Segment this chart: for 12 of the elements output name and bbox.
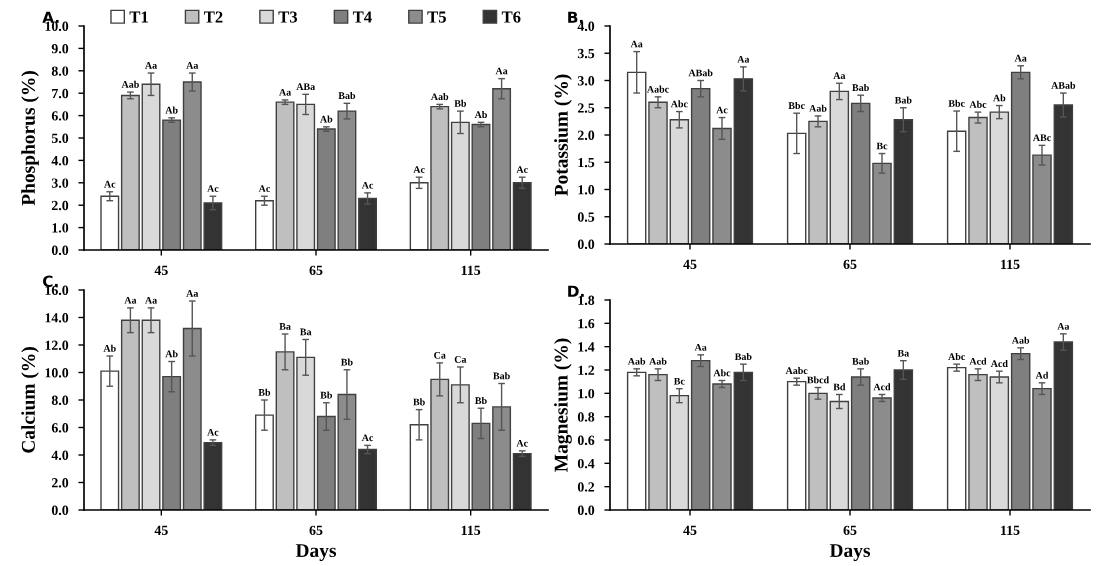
legend-label: T5: [427, 11, 446, 23]
y-axis-title: Phosphorus (%): [21, 71, 39, 206]
x-axis-title: Days: [295, 544, 337, 562]
y-axis-title: Calcium (%): [21, 347, 39, 453]
legend-label: T3: [278, 11, 298, 23]
x-axis-title: Days: [829, 544, 871, 562]
legend-label: T4: [352, 11, 372, 23]
y-axis-title: Magnesium (%): [554, 338, 572, 472]
legend-label: T6: [501, 11, 521, 23]
y-axis-title: Potassium (%): [554, 74, 572, 196]
legend-label: T1: [129, 11, 148, 23]
legend-label: T2: [204, 11, 223, 23]
